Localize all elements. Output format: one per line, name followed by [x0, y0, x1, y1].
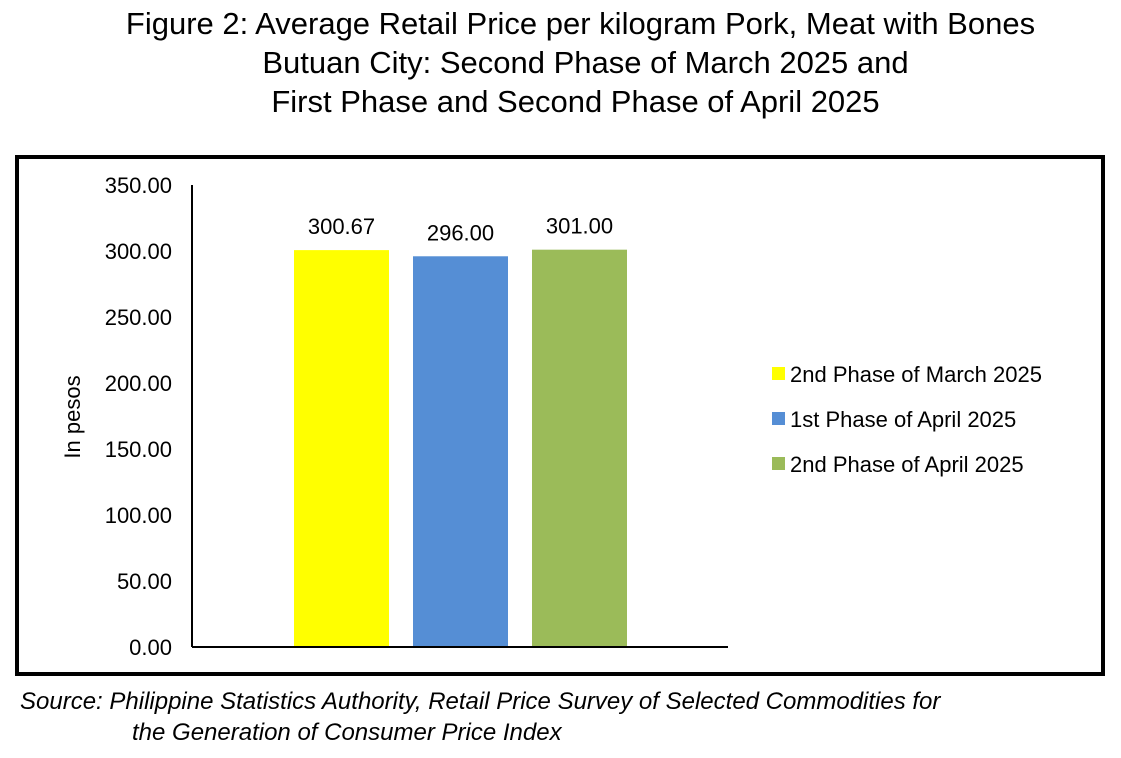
source-line-2: the Generation of Consumer Price Index [132, 719, 562, 746]
legend-swatch [772, 367, 785, 380]
y-tick-label: 0.00 [129, 635, 172, 660]
chart-title-line-1: Figure 2: Average Retail Price per kilog… [125, 6, 1036, 41]
legend-swatch [772, 457, 785, 470]
y-tick-label: 300.00 [105, 239, 172, 264]
y-tick-label: 350.00 [105, 173, 172, 198]
y-tick-label: 150.00 [105, 437, 172, 462]
data-labels: 300.67 296.00 301.00 [308, 214, 613, 246]
bar-value-label: 296.00 [427, 220, 494, 245]
chart-title: Figure 2: Average Retail Price per kilog… [0, 4, 1121, 121]
bar-1 [294, 250, 389, 647]
chart-title-line-3: First Phase and Second Phase of April 20… [271, 84, 880, 119]
chart-frame [15, 155, 1105, 676]
legend-label: 2nd Phase of April 2025 [790, 452, 1024, 477]
bar-value-label: 301.00 [546, 214, 613, 239]
bar-3 [532, 249, 627, 647]
bars [294, 249, 627, 647]
legend: 2nd Phase of March 2025 1st Phase of Apri… [772, 362, 1042, 477]
source-line-1: Source: Philippine Statistics Authority,… [20, 688, 941, 715]
y-tick-label: 200.00 [105, 371, 172, 396]
source-note: Source: Philippine Statistics Authority,… [20, 686, 940, 748]
chart-title-line-2: Butuan City: Second Phase of March 2025 … [262, 45, 909, 80]
legend-swatch [772, 412, 785, 425]
y-tick-label: 250.00 [105, 305, 172, 330]
bar-2 [413, 256, 508, 647]
legend-label: 1st Phase of April 2025 [790, 407, 1016, 432]
legend-label: 2nd Phase of March 2025 [790, 362, 1042, 387]
y-axis-ticks: 0.00 50.00 100.00 150.00 200.00 250.00 300.00 3… [105, 173, 172, 660]
bar-value-label: 300.67 [308, 214, 375, 239]
y-tick-label: 100.00 [105, 503, 172, 528]
y-axis-label: In pesos [60, 375, 85, 458]
y-tick-label: 50.00 [117, 569, 172, 594]
